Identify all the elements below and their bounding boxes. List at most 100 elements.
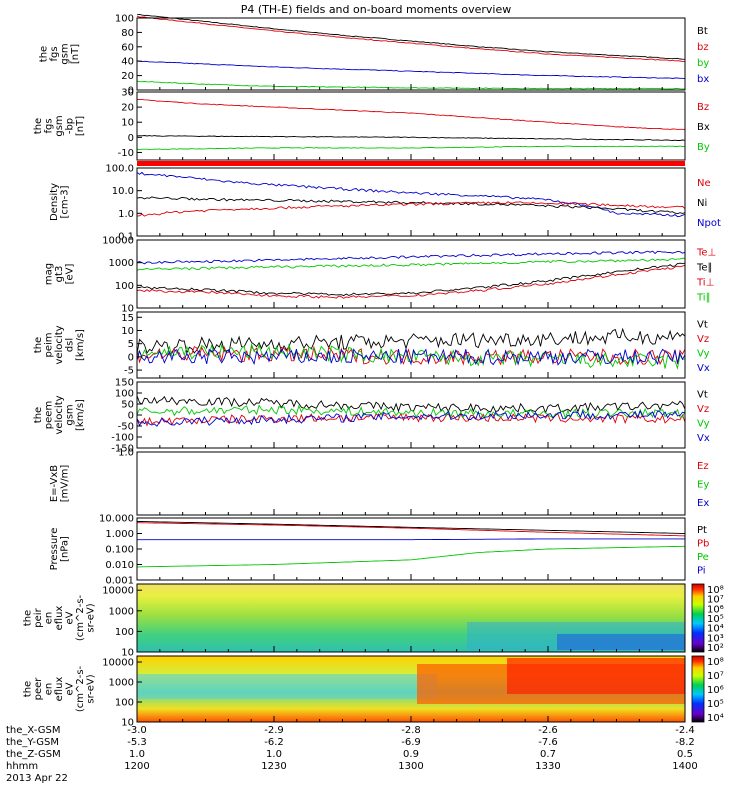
series-Ne (136, 201, 686, 217)
series-Ti∥ (136, 257, 686, 271)
y-tick-label: 10 (121, 304, 134, 315)
legend-item-bz: bz (697, 42, 709, 53)
y-tick-label: 20 (121, 103, 134, 114)
y-tick-label: 80 (121, 28, 134, 39)
axis-row-value: -2.8 (401, 725, 421, 736)
legend-item-Vx: Vx (697, 363, 710, 374)
y-axis-label-line: fgs (49, 46, 60, 61)
legend: Bz Bx By (697, 102, 710, 153)
panel-frame (136, 381, 686, 449)
y-axis-label-line: peir (33, 607, 44, 627)
axis-row-value: 1.0 (266, 749, 282, 760)
series-Te∥ (136, 262, 686, 297)
legend-item-Ti∥: Ti∥ (696, 293, 711, 304)
legend-item-by: by (697, 58, 709, 69)
legend-item-Bx: Bx (697, 122, 710, 133)
axis-row-value: -2.9 (264, 725, 284, 736)
y-tick-label: 0.1 (118, 232, 134, 243)
panel-density: 100.0 10.0 1.0 0.1 Density [cm-3] Ne Ni Npot (49, 164, 721, 243)
y-tick-label: 10000 (102, 658, 134, 669)
series-Bt (136, 13, 686, 60)
y-axis-label-line: [eV] (65, 264, 76, 285)
legend-item-Vy: Vy (697, 418, 710, 429)
y-tick-label: 0.001 (105, 576, 134, 587)
date-label: 2013 Apr 22 (6, 773, 68, 784)
legend: Ne Ni Npot (697, 178, 721, 229)
y-axis-label-line: mag (44, 263, 55, 285)
legend-item-Bz: Bz (697, 102, 709, 113)
y-axis-label-line: sr-eV) (86, 674, 97, 703)
y-axis-label-line: en (44, 612, 55, 625)
colorbar-gradient (691, 583, 705, 653)
y-axis-label-line: the (23, 610, 34, 626)
y-tick-label: 0 (128, 352, 134, 363)
axis-row-value: -7.6 (538, 737, 558, 748)
legend-item-Ez: Ez (697, 461, 709, 472)
series-Bz (137, 98, 686, 130)
legend-item-Vx: Vx (697, 433, 710, 444)
axis-row-value: 1300 (398, 761, 423, 772)
axis-row-value: -6.9 (401, 737, 421, 748)
y-axis-label-line: gsm (59, 43, 70, 64)
y-tick-label: 50 (121, 400, 134, 411)
y-tick-label: 0 (128, 86, 134, 97)
series-bz (136, 15, 685, 62)
y-tick-label: 100 (115, 14, 134, 25)
axis-row-label: hhmm (6, 761, 38, 772)
panel-e_vxb: 1.0 E=-VxB [mV/m] Ez Ey Ex (49, 448, 709, 516)
colorbar-tick-label: 10⁶ (707, 604, 724, 615)
series-Pt (136, 520, 686, 534)
y-tick-label: 10000 (102, 586, 134, 597)
axis-row-value: -2.6 (538, 725, 558, 736)
separator-bar (137, 161, 685, 166)
y-axis-label-line: the (33, 118, 44, 134)
y-axis-label-line: E=-VxB (49, 465, 60, 502)
y-axis-label: the peir en eflux eV (cm^2-s-sr-eV) (23, 594, 97, 641)
panel-fgs_gse_dsl: 30 20 10 0 -10 the fgs gsm -bp [nT] Bz Bx By (33, 88, 710, 161)
y-axis-label-line: en (44, 683, 55, 696)
colorbar-tick-label: 10⁷ (707, 671, 724, 682)
y-axis-label-line: the (33, 337, 44, 353)
panel-peer_en_eflux: 10⁸ 10⁷ 10⁶ 10⁵ 10⁴ 10000 1000 100 10 the peer en ef… (23, 655, 724, 729)
axis-row-label: the_X-GSM (6, 725, 60, 736)
y-tick-label: 10.0 (112, 186, 134, 197)
legend-item-By: By (697, 142, 710, 153)
y-axis-label-line: eV (65, 611, 76, 624)
colorbar-tick-label: 10⁴ (707, 624, 724, 635)
y-tick-label: 60 (121, 42, 134, 53)
axis-row-value: -6.2 (264, 737, 284, 748)
chart-title: P4 (TH-E) fields and on-board moments ov… (241, 3, 512, 16)
y-axis-label: the fgs gsm [nT] (38, 43, 81, 64)
y-tick-label: 100 (115, 698, 134, 709)
panel-frame (136, 17, 686, 91)
legend-item-Pi: Pi (697, 565, 706, 576)
y-tick-label: 150 (115, 378, 134, 389)
colorbar-tick-label: 10⁸ (707, 585, 724, 596)
y-axis-label-line: peim (44, 332, 55, 357)
panel-temperature: 10000 1000 100 10 mag gt3 [eV] Te⊥ Te∥ Ti⊥ Ti∥ (44, 236, 717, 315)
y-tick-label: -10 (118, 148, 134, 159)
y-axis-label-line: fgs (44, 118, 55, 133)
y-axis-label-line: -bp (65, 118, 76, 134)
legend-item-Vy: Vy (697, 348, 710, 359)
axis-row-value: -8.2 (675, 737, 695, 748)
y-tick-label: 5 (128, 339, 134, 350)
y-axis-label: the fgs gsm -bp [nT] (33, 115, 86, 136)
y-tick-label: 1.0 (118, 209, 134, 220)
y-tick-label: 100 (115, 627, 134, 638)
axis-row-value: 0.9 (403, 749, 419, 760)
y-tick-label: 0.010 (105, 560, 134, 571)
y-axis-label-line: [km/s] (75, 399, 86, 431)
y-axis-label-line: the (38, 46, 49, 62)
legend-item-Vz: Vz (697, 334, 709, 345)
legend-item-Te⊥: Te⊥ (696, 248, 716, 259)
colorbar-tick-label: 10⁸ (707, 657, 724, 668)
legend-item-Ni: Ni (697, 198, 707, 209)
axis-row-value: -2.4 (675, 725, 695, 736)
y-tick-label: -50 (118, 422, 134, 433)
legend: Ez Ey Ex (697, 461, 709, 509)
y-axis-label: mag gt3 [eV] (44, 263, 76, 285)
y-axis-label-line: peer (33, 677, 44, 701)
